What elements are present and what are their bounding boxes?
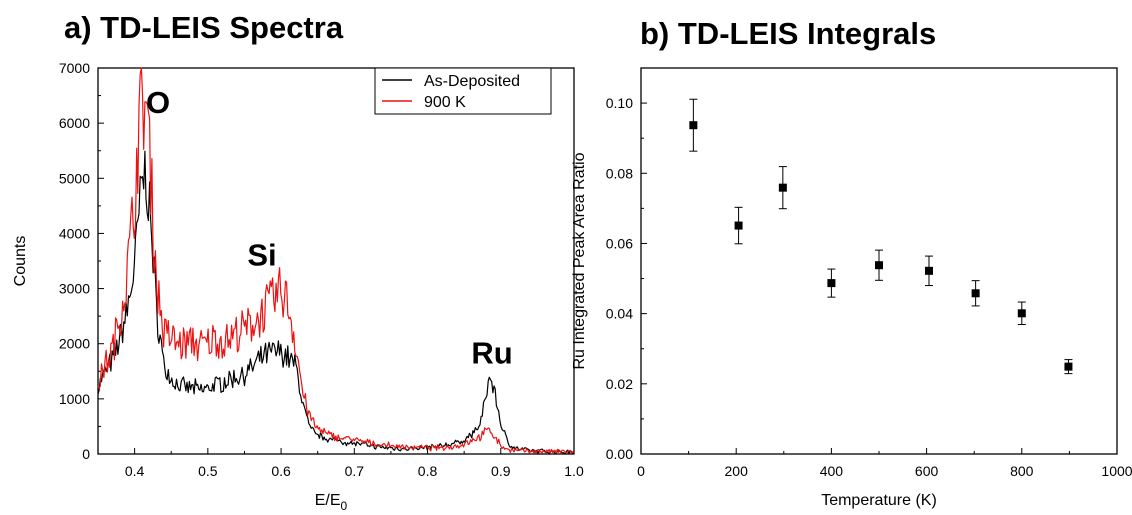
integrals-x-tick-label: 200 — [725, 463, 749, 479]
spectra-x-ticks: 0.4 0.5 0.6 0.7 0.8 0.9 1.0 — [97, 448, 584, 479]
legend-label-as-deposited: As-Deposited — [424, 73, 520, 90]
spectra-y-tick-label: 4000 — [59, 225, 90, 241]
spectra-x-tick-label: 0.4 — [125, 463, 145, 479]
spectra-peak-label: Ru — [471, 336, 512, 371]
integrals-x-axis-label: Temperature (K) — [821, 492, 937, 509]
integrals-y-ticks: 0.00 0.02 0.04 0.06 0.08 0.10 — [606, 95, 647, 462]
spectra-x-tick-label: 0.6 — [271, 463, 291, 479]
spectra-y-tick-label: 1000 — [59, 391, 90, 407]
integrals-title: b) TD-LEIS Integrals — [640, 16, 936, 51]
spectra-peak-labels: O Si Ru — [146, 85, 513, 370]
legend-box — [374, 67, 552, 115]
spectra-y-tick-label: 6000 — [59, 115, 90, 131]
spectra-plot-frame — [97, 67, 575, 455]
spectra-legend: As-Deposited 900 K — [374, 67, 552, 115]
spectra-series-line — [97, 67, 575, 455]
data-point — [875, 261, 883, 270]
spectra-y-tick-label: 3000 — [59, 281, 90, 297]
legend-label-900k: 900 K — [424, 94, 466, 111]
integrals-x-tick-label: 600 — [915, 463, 939, 479]
integrals-y-tick-label: 0.08 — [606, 165, 633, 181]
data-point — [971, 289, 980, 298]
spectra-panel: a) TD-LEIS Spectra 0.4 0.5 0.6 0.7 0.8 0.9 1.0… — [12, 10, 584, 513]
integrals-points — [689, 98, 1073, 375]
integrals-y-axis-label: Ru Integrated Peak Area Ratio — [571, 152, 588, 369]
spectra-y-tick-label: 2000 — [59, 336, 90, 352]
spectra-y-tick-label: 0 — [82, 446, 90, 462]
spectra-peak-label: O — [146, 85, 170, 120]
data-point — [1064, 362, 1073, 371]
spectra-x-axis-label-main: E/E — [315, 492, 341, 509]
spectra-series-line — [97, 150, 574, 455]
integrals-x-tick-label: 800 — [1010, 463, 1034, 479]
data-point — [924, 266, 933, 275]
integrals-y-tick-label: 0.02 — [606, 376, 633, 392]
spectra-y-tick-label: 5000 — [59, 170, 90, 186]
spectra-x-tick-label: 0.5 — [198, 463, 218, 479]
integrals-y-tick-label: 0.10 — [606, 95, 633, 111]
spectra-peak-label: Si — [247, 237, 276, 272]
spectra-x-tick-label: 0.8 — [418, 463, 438, 479]
spectra-x-tick-label: 0.7 — [345, 463, 365, 479]
spectra-x-axis-label: E/E0 — [315, 492, 348, 513]
integrals-x-tick-label: 1000 — [1101, 463, 1132, 479]
data-point — [778, 183, 787, 192]
data-point — [1017, 309, 1026, 318]
spectra-y-tick-label: 7000 — [59, 60, 90, 76]
integrals-y-tick-label: 0.06 — [606, 235, 633, 251]
spectra-title: a) TD-LEIS Spectra — [64, 10, 344, 45]
spectra-y-axis-label: Counts — [12, 236, 29, 287]
spectra-lines — [97, 67, 575, 455]
spectra-x-tick-label: 1.0 — [564, 463, 584, 479]
data-point — [827, 279, 836, 288]
spectra-x-axis-label-sub: 0 — [341, 499, 348, 513]
integrals-panel: b) TD-LEIS Integrals 0 200 400 600 800 1000 0… — [571, 16, 1132, 509]
integrals-y-tick-label: 0.04 — [606, 306, 633, 322]
integrals-y-tick-label: 0.00 — [606, 446, 633, 462]
integrals-x-tick-label: 0 — [637, 463, 645, 479]
data-point — [689, 121, 698, 130]
spectra-y-ticks: 0 1000 2000 3000 4000 5000 6000 7000 — [59, 60, 104, 462]
data-point — [734, 221, 743, 230]
integrals-x-ticks: 0 200 400 600 800 1000 — [637, 448, 1132, 479]
spectra-x-tick-label: 0.9 — [491, 463, 511, 479]
integrals-x-tick-label: 400 — [820, 463, 844, 479]
